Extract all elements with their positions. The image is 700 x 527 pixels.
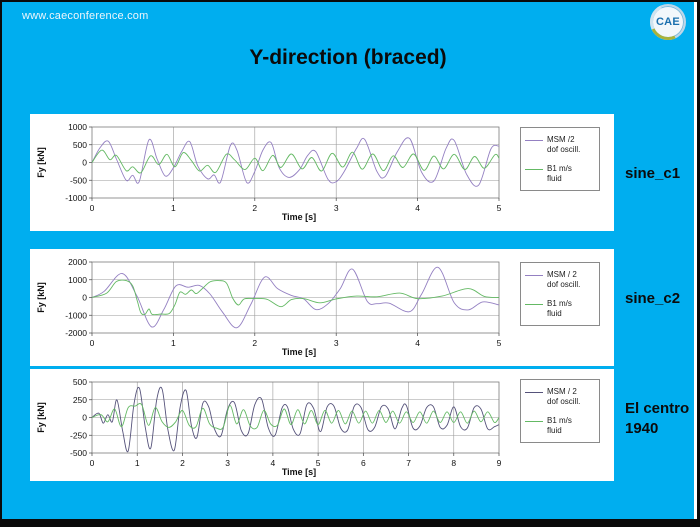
- svg-text:Time [s]: Time [s]: [282, 347, 316, 357]
- b1-line-swatch: [525, 421, 543, 422]
- svg-text:6: 6: [361, 458, 366, 468]
- svg-text:-1000: -1000: [65, 310, 87, 320]
- svg-text:1: 1: [171, 338, 176, 348]
- svg-text:4: 4: [271, 458, 276, 468]
- chart-legend: MSM / 2 dof oscill. B1 m/s fluid: [520, 262, 600, 326]
- cae-logo-icon: CAE: [650, 4, 686, 40]
- svg-text:5: 5: [497, 203, 502, 213]
- chart-plot-sine-c1: 0 1 2 3 4 5 -1000 -500 0 500 1000 Fy [kN] Time [s]: [36, 122, 502, 222]
- svg-text:Time [s]: Time [s]: [282, 212, 316, 222]
- legend-item-msm: MSM /2 dof oscill.: [525, 135, 595, 155]
- svg-text:Time [s]: Time [s]: [282, 467, 316, 477]
- legend-item-b1: B1 m/s fluid: [525, 299, 595, 319]
- slide-edge-strip: [694, 2, 697, 519]
- svg-text:500: 500: [73, 140, 87, 150]
- legend-item-msm: MSM / 2 dof oscill.: [525, 270, 595, 290]
- legend-item-msm: MSM / 2 dof oscill.: [525, 387, 595, 407]
- svg-text:-250: -250: [70, 430, 87, 440]
- msm-line-swatch: [525, 275, 543, 276]
- legend-item-b1: B1 m/s fluid: [525, 164, 595, 184]
- chart-plot-sine-c2: 0 1 2 3 4 5 -2000 -1000 0 1000 2000 Fy [kN] Time [s]: [36, 257, 502, 357]
- chart-legend: MSM /2 dof oscill. B1 m/s fluid: [520, 127, 600, 191]
- svg-text:0: 0: [90, 458, 95, 468]
- chart-panel-sine-c1: 0 1 2 3 4 5 -1000 -500 0 500 1000 Fy [kN] Time [s] M…: [30, 114, 614, 231]
- cae-logo-text: CAE: [655, 16, 681, 28]
- svg-text:2: 2: [252, 203, 257, 213]
- svg-text:0: 0: [82, 293, 87, 303]
- svg-text:3: 3: [334, 338, 339, 348]
- svg-text:2000: 2000: [68, 257, 87, 267]
- svg-text:4: 4: [415, 203, 420, 213]
- b1-line-swatch: [525, 169, 543, 170]
- svg-text:500: 500: [73, 377, 87, 387]
- chart-panel-sine-c2: 0 1 2 3 4 5 -2000 -1000 0 1000 2000 Fy [kN] Time [s]…: [30, 249, 614, 366]
- legend-item-b1: B1 m/s fluid: [525, 416, 595, 436]
- svg-text:7: 7: [406, 458, 411, 468]
- svg-text:5: 5: [497, 338, 502, 348]
- svg-text:8: 8: [451, 458, 456, 468]
- b1-line-swatch: [525, 304, 543, 305]
- svg-text:3: 3: [225, 458, 230, 468]
- chart-plot-el-centro: 0 1 2 3 4 5 6 7 8 9 -500 -250 0 250 500 Fy [kN] Time [s]: [36, 377, 502, 477]
- legend-label: B1 m/s fluid: [547, 416, 572, 435]
- svg-text:4: 4: [415, 338, 420, 348]
- svg-text:2: 2: [180, 458, 185, 468]
- svg-text:-2000: -2000: [65, 328, 87, 338]
- svg-text:Fy [kN]: Fy [kN]: [36, 147, 46, 178]
- svg-text:3: 3: [334, 203, 339, 213]
- svg-text:250: 250: [73, 395, 87, 405]
- msm-line-swatch: [525, 392, 543, 393]
- svg-text:0: 0: [82, 158, 87, 168]
- svg-text:0: 0: [90, 203, 95, 213]
- legend-label: MSM /2 dof oscill.: [547, 135, 581, 154]
- svg-text:1000: 1000: [68, 275, 87, 285]
- svg-text:0: 0: [82, 413, 87, 423]
- caption-el-centro-1940: El centro 1940: [625, 400, 690, 438]
- msm-line-swatch: [525, 140, 543, 141]
- svg-text:0: 0: [90, 338, 95, 348]
- svg-text:1: 1: [135, 458, 140, 468]
- svg-text:-1000: -1000: [65, 193, 87, 203]
- caption-sine-c2: sine_c2: [625, 290, 681, 307]
- legend-label: MSM / 2 dof oscill.: [547, 387, 581, 406]
- legend-label: B1 m/s fluid: [547, 299, 572, 318]
- svg-text:1000: 1000: [68, 122, 87, 132]
- svg-text:2: 2: [252, 338, 257, 348]
- svg-text:-500: -500: [70, 448, 87, 458]
- svg-text:1: 1: [171, 203, 176, 213]
- slide-background: www.caeconference.com CAE Y-direction (b…: [2, 2, 694, 519]
- svg-text:Fy [kN]: Fy [kN]: [36, 402, 46, 433]
- svg-text:5: 5: [316, 458, 321, 468]
- chart-panel-el-centro: 0 1 2 3 4 5 6 7 8 9 -500 -250 0 250 500 Fy [kN] Time [s]…: [30, 369, 614, 481]
- legend-label: MSM / 2 dof oscill.: [547, 270, 581, 289]
- svg-text:9: 9: [497, 458, 502, 468]
- page-title: Y-direction (braced): [249, 46, 447, 69]
- conference-url-link[interactable]: www.caeconference.com: [22, 10, 149, 22]
- legend-label: B1 m/s fluid: [547, 164, 572, 183]
- svg-text:Fy [kN]: Fy [kN]: [36, 282, 46, 313]
- caption-sine-c1: sine_c1: [625, 165, 681, 182]
- chart-legend: MSM / 2 dof oscill. B1 m/s fluid: [520, 379, 600, 443]
- svg-text:-500: -500: [70, 175, 87, 185]
